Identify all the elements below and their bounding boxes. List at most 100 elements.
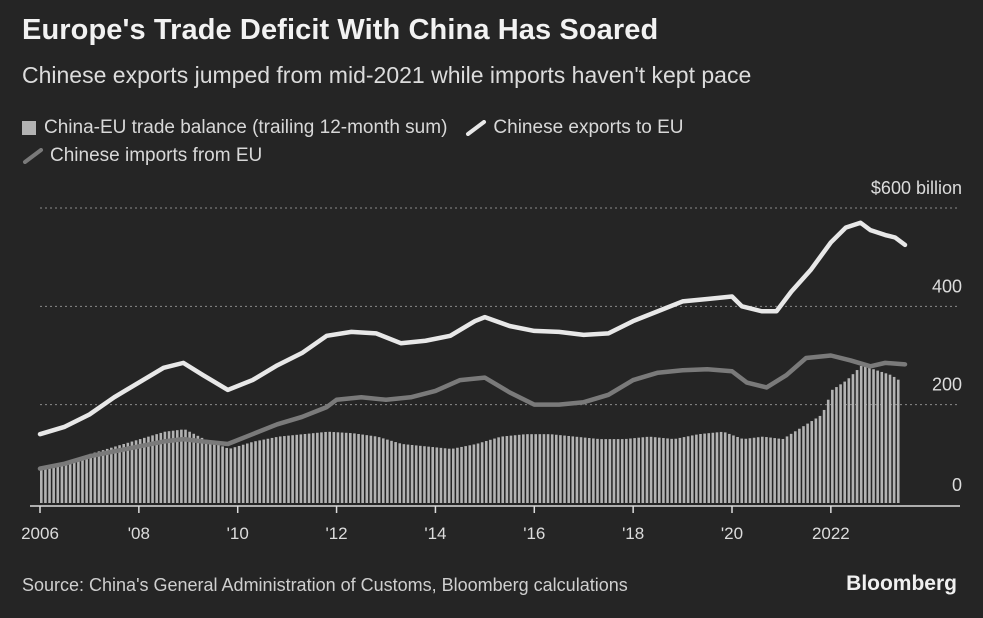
balance-bar-141 [620,439,624,503]
balance-bar-10 [81,457,84,503]
imports-swatch-icon [23,148,43,164]
balance-bar-107 [480,442,484,503]
balance-bar-115 [513,435,517,503]
balance-bar-23 [134,440,138,503]
x-tick-label-2022: 2022 [812,524,850,543]
balance-bar-93 [423,446,426,503]
balance-bar-0 [40,468,43,503]
balance-bar-68 [320,432,323,503]
balance-bar-200 [864,366,867,503]
balance-bar-99 [447,448,451,503]
balance-bar-31 [167,431,171,503]
balance-bar-51 [250,442,253,503]
balance-bar-135 [596,438,599,503]
balance-bar-70 [328,431,331,503]
balance-bar-142 [625,438,628,503]
legend-item-exports: Chinese exports to EU [465,117,684,139]
balance-bar-94 [427,446,430,503]
balance-bar-101 [456,447,459,503]
balance-bar-150 [658,437,661,503]
balance-bar-148 [649,436,653,503]
balance-bar-65 [307,433,311,503]
balance-bar-195 [843,381,846,503]
balance-bar-132 [583,437,587,503]
balance-bar-111 [497,437,500,503]
balance-bar-116 [517,434,521,503]
balance-bar-189 [818,415,822,503]
balance-bar-85 [390,440,393,503]
balance-bar-88 [402,444,406,503]
legend-label-imports: Chinese imports from EU [50,145,263,166]
balance-bar-42 [213,443,216,503]
balance-bar-156 [682,437,686,503]
balance-bar-190 [822,409,826,503]
balance-bar-197 [851,374,855,503]
balance-bar-126 [559,435,562,503]
balance-bar-157 [686,436,690,503]
balance-bar-11 [85,455,88,503]
balance-bar-137 [604,439,608,503]
balance-bar-117 [522,434,525,503]
balance-bar-15 [101,450,105,503]
bloomberg-logo: Bloomberg [846,572,957,595]
balance-bar-198 [855,370,859,503]
balance-bar-64 [303,433,307,503]
balance-bar-133 [587,438,591,503]
balance-bar-103 [464,446,467,503]
balance-bar-122 [542,434,546,503]
balance-bar-47 [233,447,237,503]
balance-bar-21 [126,442,130,503]
legend: China-EU trade balance (trailing 12-mont… [22,114,702,170]
balance-bar-24 [138,439,142,503]
balance-bar-90 [410,444,414,503]
legend-item-imports: Chinese imports from EU [22,145,262,167]
balance-bar-35 [184,429,187,503]
balance-bar-110 [493,438,496,503]
balance-bar-168 [732,435,735,503]
balance-bar-144 [633,438,636,503]
balance-bar-119 [530,434,533,503]
balance-bar-75 [349,433,352,503]
balance-bar-32 [171,430,175,503]
imports-line [37,353,908,471]
balance-bar-97 [439,447,443,503]
balance-bar-83 [381,438,385,503]
balance-bar-81 [373,436,377,503]
balance-bar-162 [707,433,711,503]
balance-bar-139 [612,439,616,503]
balance-bar-147 [645,436,649,503]
balance-bar-205 [884,373,888,503]
balance-bar-130 [575,436,579,503]
balance-bar-16 [105,448,109,503]
balance-bar-89 [406,444,410,503]
balance-bar-79 [365,435,369,503]
balance-swatch-icon [22,121,36,135]
balance-bar-6 [64,463,68,503]
balance-bar-187 [810,421,814,503]
balance-bar-199 [859,365,863,503]
balance-bar-49 [241,444,245,503]
x-tick-label-2008: '08 [128,524,150,543]
balance-bar-28 [155,434,158,503]
balance-bar-108 [484,441,488,503]
balance-bar-100 [452,448,455,503]
balance-bar-37 [192,433,196,503]
balance-bar-52 [254,441,257,503]
balance-bar-178 [773,438,776,503]
balance-bar-96 [435,447,439,503]
legend-label-exports: Chinese exports to EU [493,117,684,138]
balance-bar-86 [394,442,397,503]
balance-bar-72 [336,432,340,503]
balance-bar-118 [526,434,529,503]
balance-bar-44 [221,446,224,503]
balance-bar-183 [793,431,797,503]
balance-bar-161 [703,433,706,503]
balance-bar-127 [563,435,566,503]
balance-bar-106 [476,443,480,503]
balance-bar-34 [180,429,183,503]
balance-bar-9 [77,458,80,503]
balance-bar-3 [52,466,55,503]
balance-bar-182 [789,433,793,503]
x-tick-label-2020: '20 [721,524,743,543]
